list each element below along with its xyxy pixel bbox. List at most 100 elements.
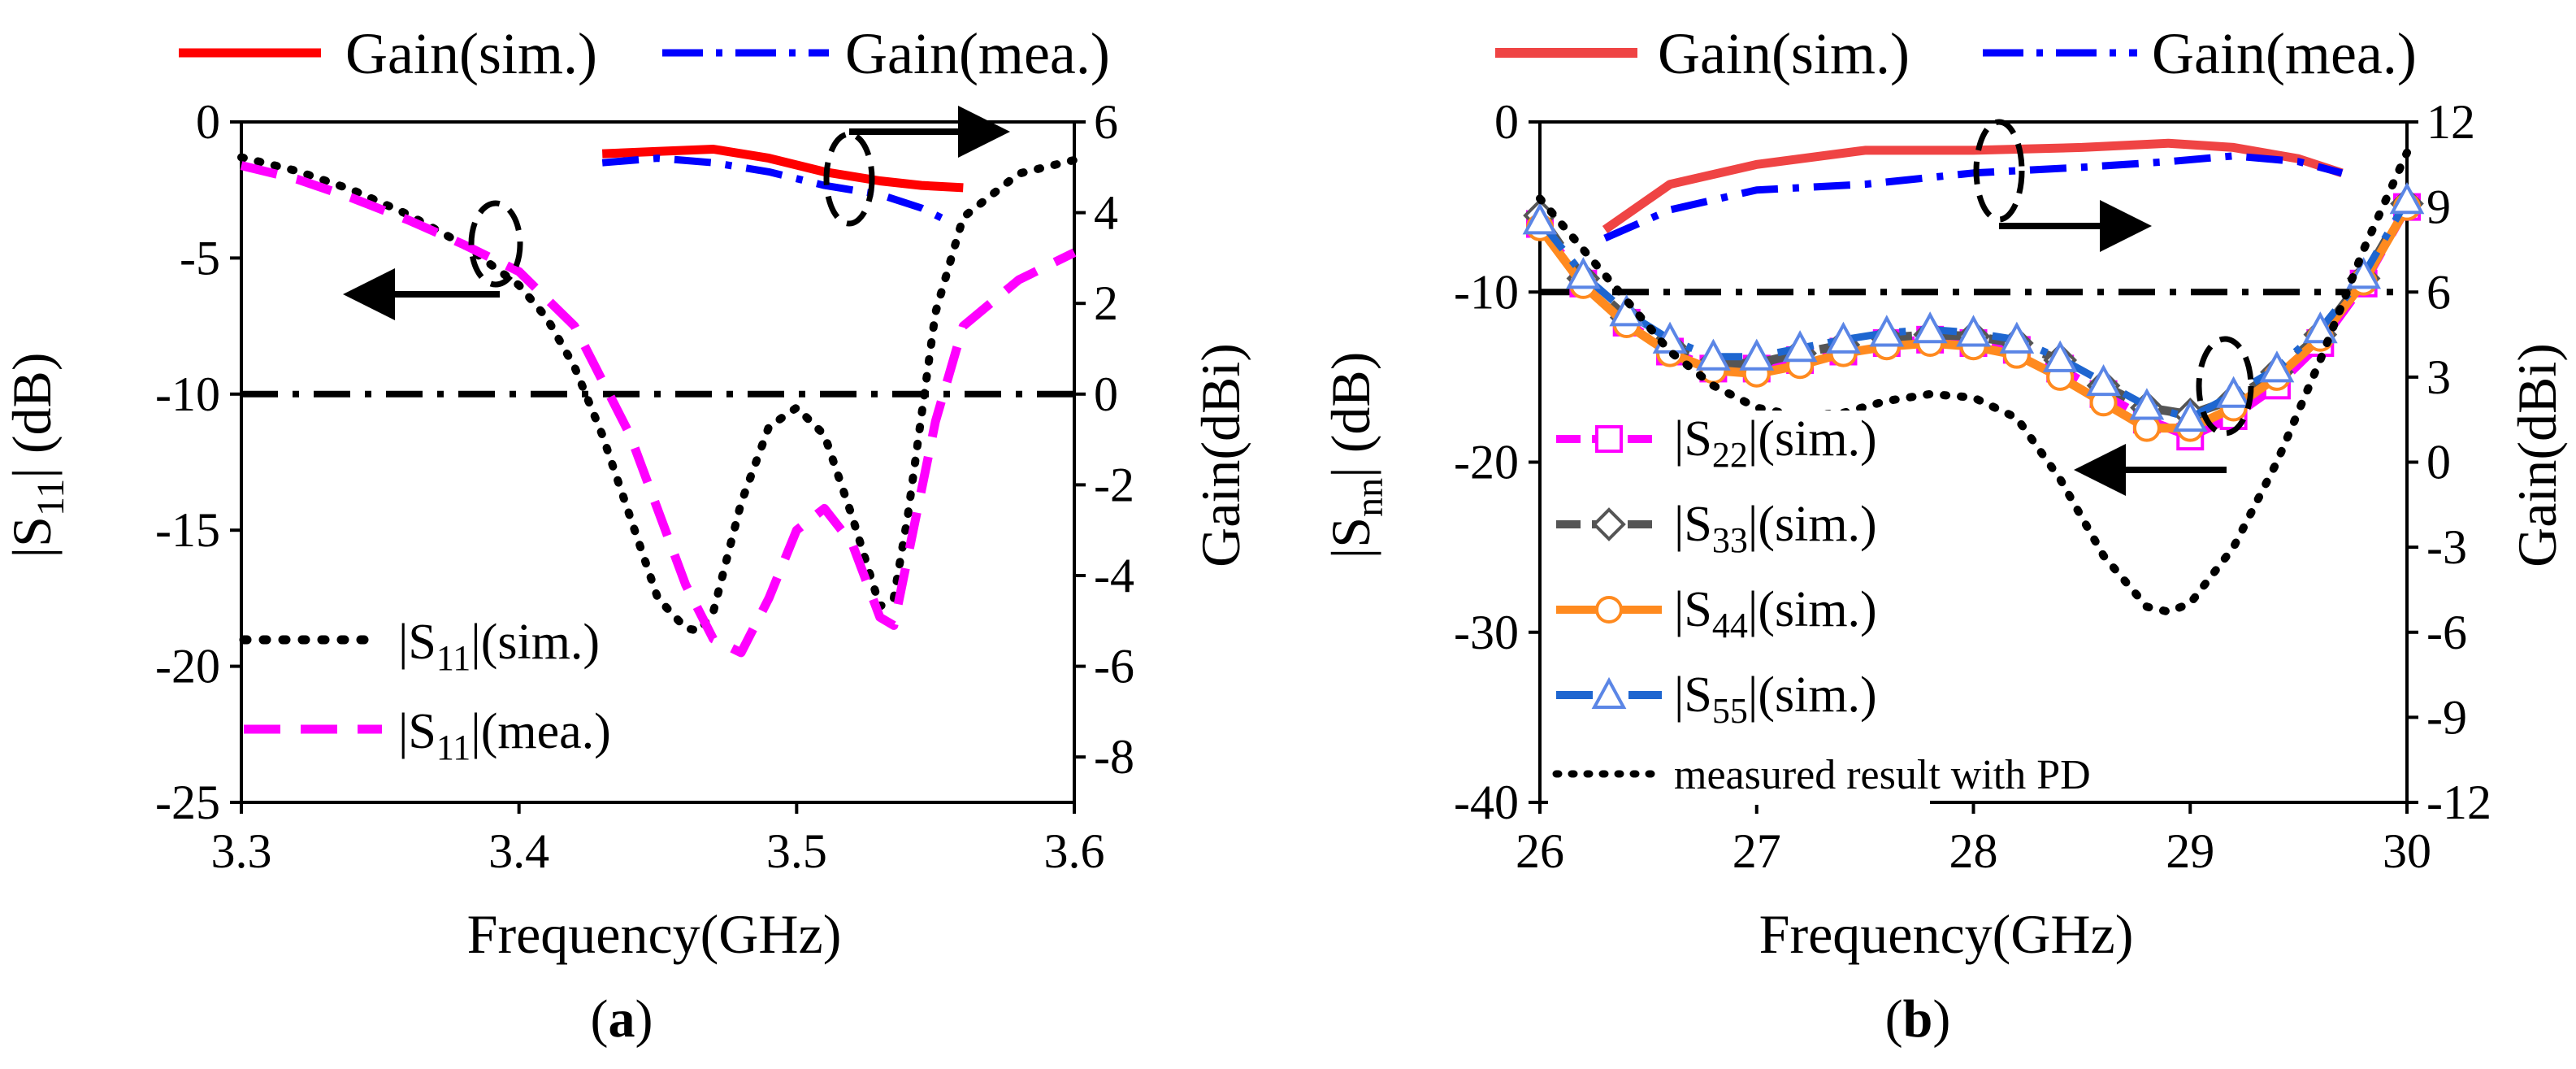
legend-label-s44: |S44|(sim.) (1674, 582, 1877, 645)
pb-series-0 (1602, 138, 2344, 234)
pb-marker-5 (1565, 257, 1601, 289)
legend-label-s11-sim: |S11|(sim.) (398, 615, 600, 678)
pb-marker-5 (2129, 388, 2165, 420)
legend-inner-b: |S22|(sim.) |S33|(sim.) |S44|(sim.) |S55… (1548, 411, 2091, 805)
pb-xtick-label: 30 (2383, 824, 2431, 878)
pb-marker-5 (2302, 311, 2338, 344)
pa-ytick-right-label: 0 (1094, 367, 1118, 421)
panel-label-b: (b) (1885, 989, 1951, 1049)
pa-ytick-right-label: 6 (1094, 95, 1118, 149)
pb-marker-5 (1912, 311, 1948, 344)
pa-xtick-label: 3.4 (488, 824, 549, 878)
pb-ytick-left-label: -30 (1454, 606, 1519, 659)
pa-ytick-left-label: -15 (155, 503, 220, 557)
pb-ytick-right-label: -6 (2426, 606, 2467, 659)
pb-ytick-right-label: 12 (2426, 95, 2475, 149)
pb-xtick-label: 26 (1516, 824, 1564, 878)
legend-label-s33: |S33|(sim.) (1674, 497, 1877, 560)
pa-series-1 (240, 161, 1077, 658)
pb-marker-5 (2042, 340, 2078, 372)
y-axis-title-left-a: |S11| (dB) (1, 353, 72, 558)
legend-top-b: Gain(sim.) Gain(mea.) (1495, 21, 2417, 86)
pa-ytick-left-label: -20 (155, 640, 220, 693)
pb-xtick-label: 28 (1949, 824, 1998, 878)
pb-marker-5 (1869, 315, 1905, 347)
pb-marker-5 (2216, 376, 2251, 408)
pb-ytick-left-label: 0 (1494, 95, 1519, 149)
pb-marker-5 (1522, 202, 1558, 235)
pa-ytick-right-label: -4 (1094, 549, 1134, 602)
pb-xtick-label: 27 (1733, 824, 1781, 878)
x-axis-title-b: Frequency(GHz) (1759, 903, 2134, 965)
legend-marker-diamond (1592, 507, 1626, 541)
pb-marker-5 (1826, 321, 1861, 354)
legend-inner-a: |S11|(sim.) |S11|(mea.) (239, 615, 611, 767)
pb-ytick-right-label: 3 (2426, 350, 2451, 404)
legend-label-gain-mea-b: Gain(mea.) (2152, 21, 2417, 86)
legend-top-a: Gain(sim.) Gain(mea.) (179, 21, 1110, 86)
legend-label-gain-sim-b: Gain(sim.) (1658, 21, 1910, 86)
ellipse-marker-gain-a (823, 131, 875, 227)
pa-ytick-left-label: -5 (180, 231, 220, 285)
pb-marker-5 (2172, 399, 2208, 432)
chart-panel-a: Gain(sim.) Gain(mea.) 3.3 3.4 3.5 3.6 0 -5 -10… (1, 21, 1251, 1049)
legend-label-gain-sim-a: Gain(sim.) (345, 21, 597, 86)
pb-marker-5 (1739, 338, 1775, 371)
pb-series-1 (1603, 152, 2344, 242)
pa-ytick-right-label: -8 (1094, 730, 1134, 784)
pa-ytick-right-label: -2 (1094, 458, 1134, 511)
pa-series-3 (601, 154, 952, 225)
pa-axes-frame (240, 120, 1076, 804)
pb-ytick-right-label: -3 (2426, 520, 2467, 574)
pb-marker-5 (1782, 330, 1818, 363)
legend-marker-square (1595, 425, 1623, 453)
pa-ytick-right-label: -6 (1094, 640, 1134, 693)
legend-label-s22: |S22|(sim.) (1674, 411, 1877, 475)
pb-ytick-right-label: -9 (2426, 690, 2467, 744)
y-axis-title-right-b: Gain(dBi) (2506, 343, 2568, 567)
annotations-b (1973, 119, 2254, 496)
pa-ytick-left-label: 0 (196, 95, 220, 149)
legend-label-gain-mea-a: Gain(mea.) (845, 21, 1110, 86)
y-axis-title-right-a: Gain(dBi) (1190, 343, 1251, 567)
ellipse-marker-s-b (2196, 336, 2254, 437)
pb-marker-5 (1999, 321, 2035, 354)
pb-ytick-right-label: 9 (2426, 180, 2451, 234)
pb-marker-5 (2389, 182, 2425, 215)
legend-label-pd: measured result with PD (1674, 752, 2091, 798)
pa-ytick-right-label: 4 (1094, 186, 1118, 240)
legend-marker-triangle (1591, 676, 1627, 709)
pa-ytick-left-label: -10 (155, 367, 220, 421)
pa-ytick-left-label: -25 (155, 776, 220, 829)
pa-ytick-right-label: 2 (1094, 276, 1118, 330)
pb-ytick-left-label: -10 (1454, 265, 1519, 319)
pb-marker-5 (1696, 338, 1731, 371)
pb-series-6 (1536, 148, 2411, 616)
pb-marker-5 (2086, 363, 2121, 397)
y-axis-title-left-b: |Snn| (dB) (1320, 352, 1391, 559)
plot-area-a: 3.3 3.4 3.5 3.6 0 -5 -10 -15 -20 -25 6 4 2 0 -2 -4 -6 -8 (155, 95, 1134, 878)
pa-xtick-label: 3.3 (211, 824, 272, 878)
ellipse-marker-gain-b (1973, 119, 2025, 223)
pb-marker-5 (2259, 350, 2295, 383)
legend-label-s55: |S55|(sim.) (1674, 667, 1877, 731)
pb-ytick-right-label: 0 (2426, 436, 2451, 489)
pb-ytick-left-label: -20 (1454, 436, 1519, 489)
chart-panel-b: Gain(sim.) Gain(mea.) 26 27 28 29 300-10-20-… (1320, 21, 2568, 1049)
pb-xtick-label: 29 (2166, 824, 2214, 878)
x-axis-title-a: Frequency(GHz) (467, 903, 842, 965)
pa-xtick-label: 3.6 (1044, 824, 1105, 878)
legend-marker-circle (1595, 596, 1623, 624)
pb-ytick-right-label: 6 (2426, 265, 2451, 319)
pa-series-2 (601, 145, 964, 193)
legend-label-s11-mea: |S11|(mea.) (398, 704, 611, 767)
pb-ytick-right-label: -12 (2426, 776, 2491, 829)
pb-marker-5 (1609, 294, 1645, 327)
ellipse-marker-s11-a (468, 200, 523, 288)
pb-marker-5 (1956, 315, 1991, 347)
panel-label-a: (a) (591, 989, 653, 1049)
pb-marker-5 (2346, 257, 2382, 289)
pa-xtick-label: 3.5 (766, 824, 827, 878)
